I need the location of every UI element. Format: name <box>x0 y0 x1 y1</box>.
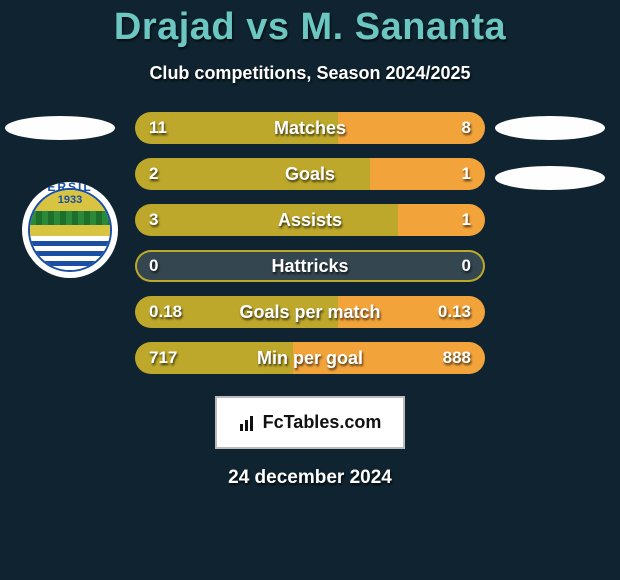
stat-label: Goals <box>135 158 485 190</box>
club-badge-waves <box>30 236 110 270</box>
stat-row: 118Matches <box>135 112 485 144</box>
footer: FcTables.com 24 december 2024 <box>0 396 620 489</box>
player-right-oval-1 <box>495 116 605 140</box>
club-badge-year: 1933 <box>30 190 110 211</box>
stat-label: Matches <box>135 112 485 144</box>
page-title: Drajad vs M. Sananta <box>0 0 620 49</box>
stat-row: 00Hattricks <box>135 250 485 282</box>
stat-row: 31Assists <box>135 204 485 236</box>
club-badge-left: ERSIL 1933 <box>22 182 118 278</box>
club-badge-green-stripe <box>30 211 110 225</box>
stat-label: Goals per match <box>135 296 485 328</box>
stat-row: 21Goals <box>135 158 485 190</box>
stat-label: Hattricks <box>135 250 485 282</box>
player-left-oval <box>5 116 115 140</box>
club-badge-yellow-stripe <box>30 225 110 236</box>
club-badge-inner: 1933 <box>28 188 112 272</box>
page-subtitle: Club competitions, Season 2024/2025 <box>0 63 620 84</box>
stat-label: Min per goal <box>135 342 485 374</box>
bars-icon <box>239 414 257 432</box>
stat-row: 717888Min per goal <box>135 342 485 374</box>
player-right-oval-2 <box>495 166 605 190</box>
stat-label: Assists <box>135 204 485 236</box>
brand-box[interactable]: FcTables.com <box>215 396 406 449</box>
footer-date: 24 december 2024 <box>228 467 392 489</box>
stat-row: 0.180.13Goals per match <box>135 296 485 328</box>
stat-bars-column: 118Matches 21Goals 31Assists 00Hattricks 0.1… <box>135 112 485 388</box>
brand-text: FcTables.com <box>263 412 382 433</box>
comparison-content: ERSIL 1933 118Matches 21Goals 31Assists 00H… <box>0 112 620 392</box>
